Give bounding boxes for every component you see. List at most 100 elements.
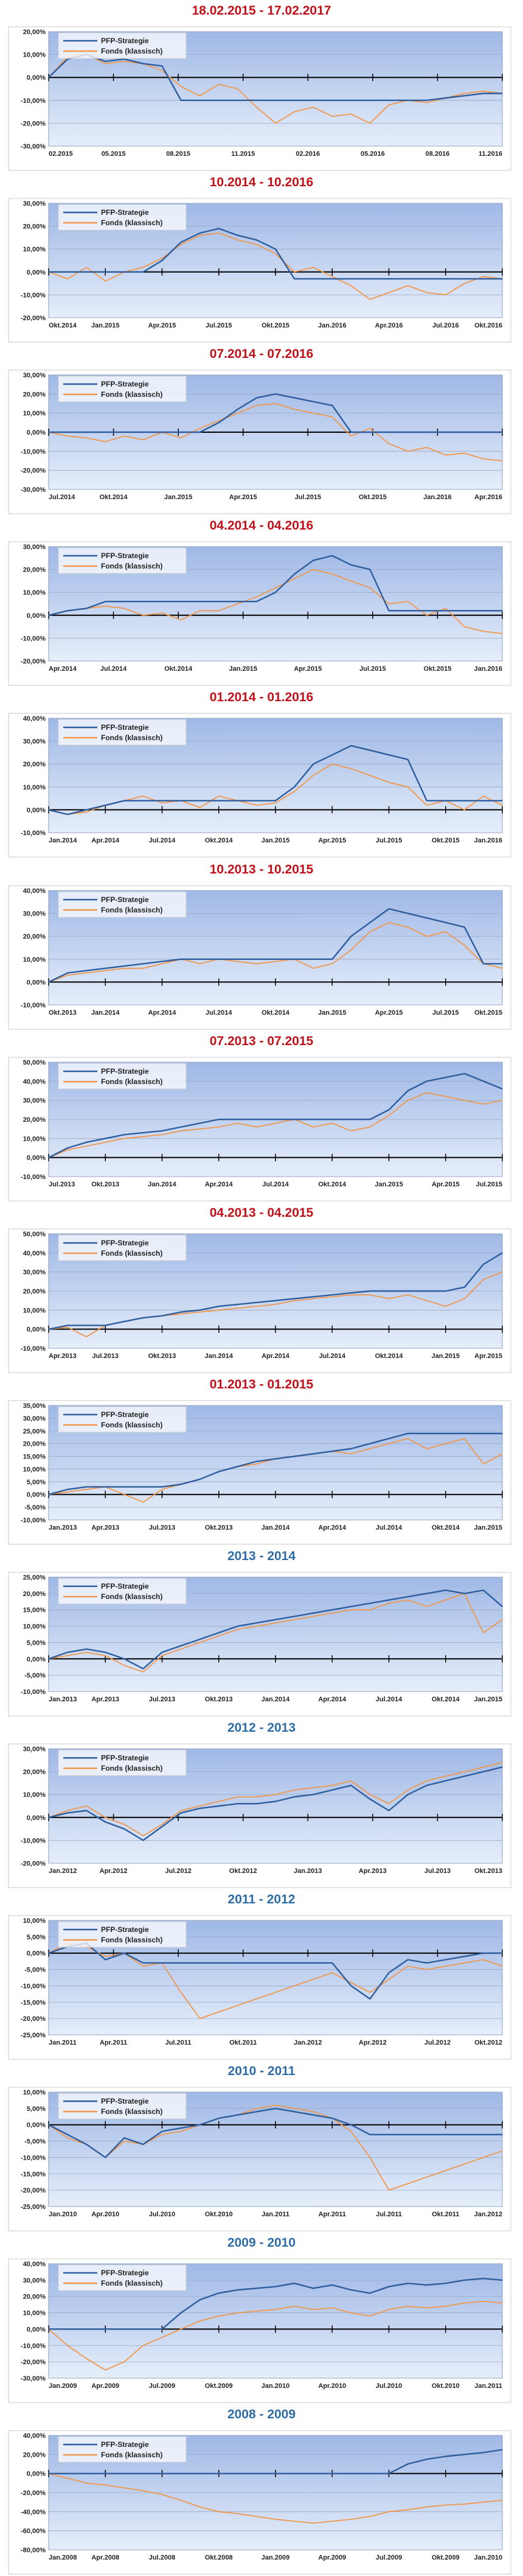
y-tick-label: 10,00% (23, 956, 46, 964)
x-tick-label: Apr.2015 (229, 494, 257, 501)
x-tick-label: Jul.2010 (376, 2382, 402, 2390)
data-point (294, 2108, 295, 2109)
x-tick-label: Okt.2010 (432, 2382, 460, 2390)
y-tick-label: 30,00% (23, 200, 46, 208)
data-point (86, 1486, 87, 1488)
chart-title: 2013 - 2014 (227, 1549, 296, 1563)
x-tick-label: 05.2016 (361, 150, 385, 158)
data-point (445, 2455, 446, 2457)
legend-box (58, 1063, 187, 1090)
data-point (426, 1300, 428, 1301)
data-point (407, 786, 409, 788)
data-point (294, 578, 295, 579)
data-point (464, 2163, 465, 2165)
y-tick-label: -25,00% (21, 2032, 46, 2039)
y-tick-label: 10,00% (23, 1307, 46, 1314)
x-tick-label: Jul.2014 (262, 1181, 289, 1188)
x-tick-label: Jul.2010 (149, 2211, 175, 2218)
chart-title: 01.2013 - 01.2015 (209, 1377, 314, 1391)
data-point (331, 416, 333, 418)
x-tick-label: Jul.2014 (376, 1524, 403, 1531)
data-point (445, 1780, 446, 1782)
data-point (350, 2289, 352, 2291)
x-tick-label: Okt.2012 (229, 1867, 257, 1875)
y-tick-label: 30,00% (23, 1746, 46, 1753)
data-point (464, 2454, 465, 2455)
data-point (256, 2287, 257, 2289)
data-point (313, 401, 314, 402)
line-chart: -10,00% 0,00% 10,00% 20,00% 30,00% 40,00% Okt.… (8, 885, 511, 1030)
x-tick-label: Okt.2014 (262, 1009, 290, 1017)
data-point (48, 1494, 49, 1495)
data-point (199, 807, 201, 808)
y-tick-label: 20,00% (23, 2294, 46, 2301)
chart-panel: 07.2013 - 07.2015 -10,00% 0,00% 10,00% 20,00… (0, 1031, 523, 1202)
data-point (199, 1805, 201, 1807)
y-tick-label: 10,00% (23, 784, 46, 791)
y-tick-label: -10,00% (21, 1345, 46, 1353)
y-tick-label: 20,00% (23, 223, 46, 231)
data-point (105, 441, 106, 443)
data-point (123, 1321, 125, 1322)
data-point (105, 1959, 106, 1961)
y-tick-label: -40,00% (21, 2508, 46, 2516)
data-point (350, 2312, 352, 2314)
data-point (237, 2289, 238, 2291)
x-tick-label: Okt.2014 (432, 1696, 460, 1703)
x-tick-label: Apr.2014 (318, 1696, 347, 1703)
data-point (407, 1100, 409, 1101)
legend-box (58, 1406, 187, 1433)
data-point (426, 1606, 428, 1607)
data-point (426, 917, 428, 919)
y-tick-label: -30,00% (21, 2375, 46, 2382)
y-tick-label: 30,00% (23, 1269, 46, 1276)
x-tick-label: Apr.2015 (375, 1009, 403, 1017)
data-point (199, 1962, 201, 1964)
data-point (445, 97, 446, 99)
data-point (426, 1969, 428, 1970)
y-tick-label: 20,00% (23, 933, 46, 940)
data-point (237, 2312, 238, 2314)
x-tick-label: Jan.2013 (49, 1524, 77, 1531)
data-point (407, 1290, 409, 1292)
data-point (294, 1298, 295, 1300)
data-point (237, 1962, 238, 1964)
y-tick-label: 0,00% (27, 2471, 46, 2478)
data-point (407, 1959, 409, 1961)
y-tick-label: 20,00% (23, 1591, 46, 1598)
data-point (105, 1142, 106, 1143)
y-tick-label: 30,00% (23, 544, 46, 551)
x-tick-label: Jul.2015 (206, 322, 232, 329)
legend-label: Fonds (klassisch) (101, 1764, 162, 1773)
data-point (313, 267, 314, 268)
data-point (142, 2490, 144, 2491)
y-tick-label: 0,00% (27, 1326, 46, 1334)
data-point (445, 2134, 446, 2135)
line-chart: -10,00% 0,00% 10,00% 20,00% 30,00% 40,00% Jan.… (8, 713, 511, 858)
data-point (313, 1298, 314, 1300)
y-tick-label: 10,00% (23, 410, 46, 418)
y-tick-label: 10,00% (23, 1917, 46, 1925)
chart-title: 18.02.2015 - 17.02.2017 (192, 4, 331, 18)
data-point (123, 1486, 125, 1488)
x-tick-label: Jul.2015 (476, 1181, 502, 1188)
data-point (294, 1300, 295, 1301)
x-tick-label: Okt.2016 (474, 322, 502, 329)
data-point (142, 1486, 144, 1488)
y-tick-label: 10,00% (23, 2089, 46, 2096)
data-point (218, 422, 220, 423)
data-point (331, 555, 333, 556)
data-point (256, 1463, 257, 1465)
y-tick-label: 5,00% (27, 1934, 46, 1941)
x-tick-label: Jan.2014 (262, 1524, 290, 1531)
y-tick-label: 40,00% (23, 887, 46, 895)
y-tick-label: -10,00% (21, 1689, 46, 1696)
y-tick-label: 10,00% (23, 589, 46, 597)
y-tick-label: -5,00% (24, 1672, 46, 1679)
data-point (350, 1609, 352, 1611)
legend-box (58, 32, 187, 59)
legend-label: PFP-Strategie (101, 1239, 149, 1247)
